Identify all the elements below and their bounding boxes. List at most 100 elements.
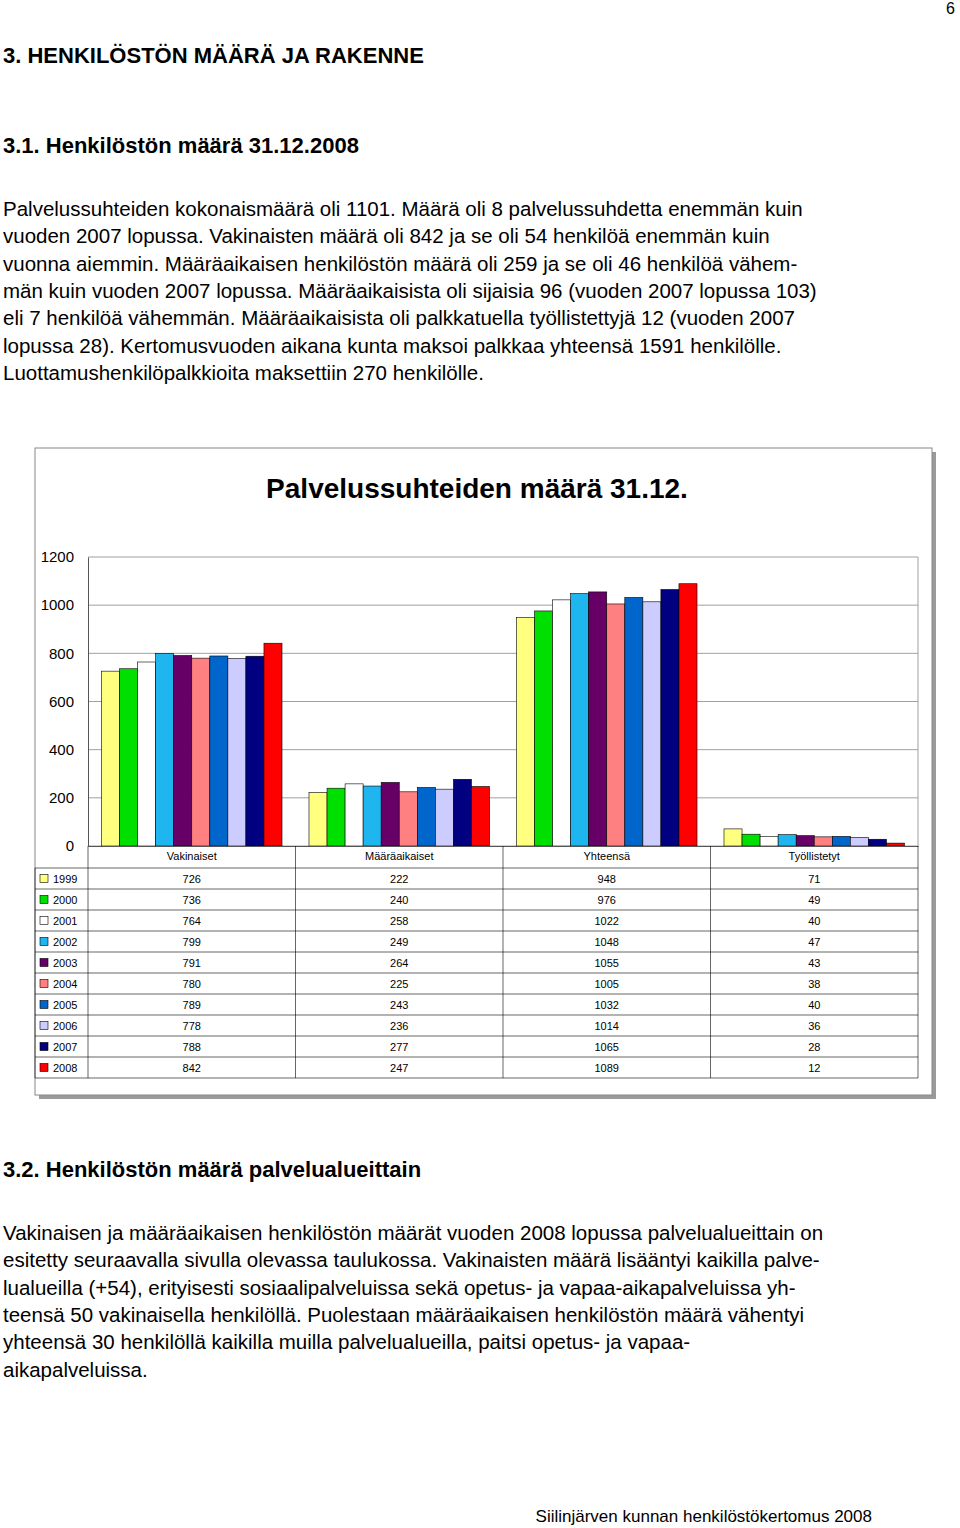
table-value: 1005	[595, 978, 619, 990]
table-value: 789	[183, 999, 201, 1011]
page-number: 6	[946, 0, 955, 17]
bar	[435, 789, 453, 846]
table-rule	[35, 868, 36, 1078]
chart-frame	[35, 448, 932, 1095]
grid-line	[88, 605, 918, 606]
x-tick: Määräaikaiset	[365, 846, 433, 862]
table-value: 1032	[595, 999, 619, 1011]
grid	[88, 557, 918, 846]
legend-swatch	[40, 1043, 48, 1051]
table-rule	[35, 952, 918, 953]
bar	[625, 597, 643, 846]
table-value: 222	[390, 873, 408, 885]
bar	[471, 787, 489, 846]
table-value: 40	[808, 999, 820, 1011]
bar	[138, 662, 156, 846]
grid-line	[88, 557, 918, 558]
bar	[535, 611, 553, 846]
bar	[101, 671, 119, 846]
bar	[742, 834, 760, 846]
paragraph-line: vuonna aiemmin. Määräaikaisen henkilöstö…	[3, 252, 797, 275]
table-value: 249	[390, 936, 408, 948]
bar	[327, 788, 345, 846]
plot-edge	[918, 557, 919, 846]
table-rule	[88, 846, 89, 1078]
legend-swatch	[40, 896, 48, 904]
footer: Siilinjärven kunnan henkilöstökertomus 2…	[536, 1507, 872, 1526]
page: 63. HENKILÖSTÖN MÄÄRÄ JA RAKENNE3.1. Hen…	[0, 0, 960, 1528]
bar	[589, 592, 607, 846]
legend-label: 2005	[53, 999, 77, 1011]
y-tick: 1200	[41, 548, 88, 565]
bar	[724, 829, 742, 846]
bar	[886, 843, 904, 846]
y-tick-label: 1000	[41, 596, 74, 613]
y-tick-label: 0	[66, 837, 74, 854]
table-value: 726	[183, 873, 201, 885]
chart-title: Palvelussuhteiden määrä 31.12.	[266, 473, 688, 504]
bar	[453, 779, 471, 846]
bar	[381, 782, 399, 846]
table-value: 71	[808, 873, 820, 885]
legend-swatch	[40, 875, 48, 883]
bar	[246, 656, 264, 846]
table-value: 736	[183, 894, 201, 906]
bar	[778, 835, 796, 846]
table-value: 764	[183, 915, 201, 927]
y-axis: 020040060080010001200	[41, 548, 89, 854]
table-value: 1022	[595, 915, 619, 927]
legend-swatch	[40, 938, 48, 946]
table-rule	[35, 1057, 918, 1058]
bar	[643, 602, 661, 846]
paragraph-line: män kuin vuoden 2007 lopussa. Määräaikai…	[3, 279, 817, 302]
table-value: 247	[390, 1062, 408, 1074]
paragraph-line: Vakinaisen ja määräaikaisen henkilöstön …	[3, 1221, 823, 1244]
y-tick: 400	[49, 741, 88, 758]
legend-label: 2003	[53, 957, 77, 969]
table-value: 1055	[595, 957, 619, 969]
x-axis: Vakinaiset Määräaikaiset Yhteensä Työlliste…	[89, 846, 919, 862]
table-value: 264	[390, 957, 408, 969]
bar	[814, 837, 832, 846]
table-value: 948	[598, 873, 616, 885]
grid-line	[88, 653, 918, 654]
bar	[174, 656, 192, 846]
paragraph-line: eli 7 henkilöä vähemmän. Määräaikaisista…	[3, 306, 795, 329]
legend-swatch	[40, 1064, 48, 1072]
table-value: 1014	[595, 1020, 619, 1032]
table-value: 778	[183, 1020, 201, 1032]
legend-swatch	[40, 980, 48, 988]
x-tick-label: Yhteensä	[584, 850, 631, 862]
bar	[832, 836, 850, 846]
table-value: 243	[390, 999, 408, 1011]
x-tick-label: Määräaikaiset	[365, 850, 433, 862]
legend-label: 2006	[53, 1020, 77, 1032]
table-value: 236	[390, 1020, 408, 1032]
x-tick-label: Vakinaiset	[167, 850, 217, 862]
x-tick: Vakinaiset	[167, 846, 217, 862]
table-rule	[918, 846, 919, 1078]
x-tick: Työllistetyt	[789, 846, 840, 862]
table-rule	[35, 910, 918, 911]
table-rule	[35, 973, 918, 974]
data-table: 1999726222948712000736240976492001764258…	[35, 846, 918, 1078]
legend-label: 2001	[53, 915, 77, 927]
bar	[345, 784, 363, 846]
y-tick: 200	[49, 789, 88, 806]
y-tick: 800	[49, 645, 88, 662]
bar	[571, 594, 589, 846]
paragraph-line: aikapalveluissa.	[3, 1358, 148, 1381]
table-value: 225	[390, 978, 408, 990]
table-value: 38	[808, 978, 820, 990]
table-value: 1089	[595, 1062, 619, 1074]
table-value: 36	[808, 1020, 820, 1032]
table-rule	[710, 846, 711, 1078]
table-rule	[35, 1015, 918, 1016]
table-rule	[35, 868, 918, 869]
x-tick: Yhteensä	[584, 846, 631, 862]
bar	[553, 600, 571, 846]
paragraph-line: vuoden 2007 lopussa. Vakinaisten määrä o…	[3, 224, 770, 247]
legend-swatch	[40, 959, 48, 967]
table-value: 780	[183, 978, 201, 990]
x-tick-label: Työllistetyt	[789, 850, 840, 862]
